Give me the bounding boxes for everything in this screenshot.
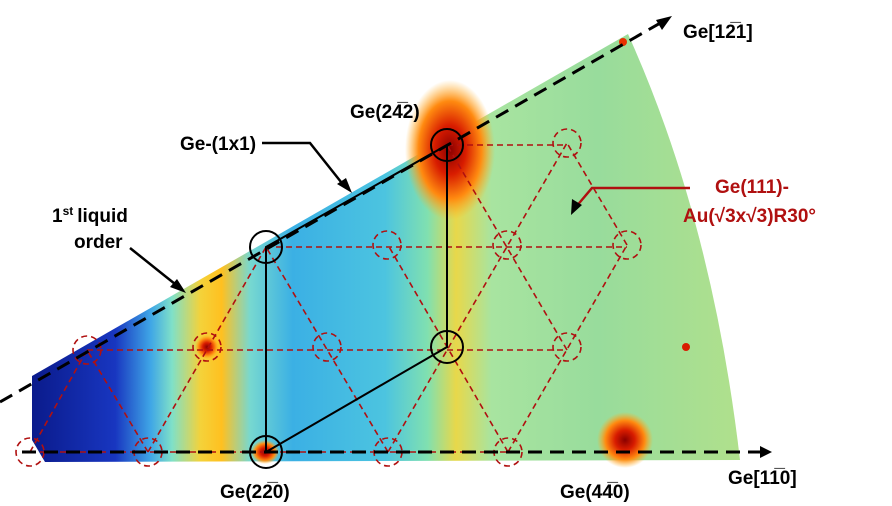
liquid-label: order xyxy=(74,232,123,253)
suffix: st xyxy=(63,204,74,218)
lattice xyxy=(15,128,642,467)
reconstruction-label: Au(√3x√3)R30° xyxy=(683,206,816,227)
axes xyxy=(0,20,762,454)
spot-label: Ge(24̅2) xyxy=(350,102,420,123)
number: 1 xyxy=(52,206,63,227)
spot-label: Ge(44̅0) xyxy=(560,482,630,503)
reconstruction-label: Ge(111)- xyxy=(715,177,789,198)
cell-label: Ge-(1x1) xyxy=(180,134,256,155)
liquid-label: 1st liquid xyxy=(52,204,128,227)
spot-label: Ge(22̅0) xyxy=(220,482,290,503)
line: liquid xyxy=(77,206,128,227)
axis-label: Ge[12̅1] xyxy=(683,22,753,43)
intensity-map xyxy=(32,34,740,468)
arrows xyxy=(129,141,690,289)
axis-label: Ge[11̅0] xyxy=(728,468,797,489)
